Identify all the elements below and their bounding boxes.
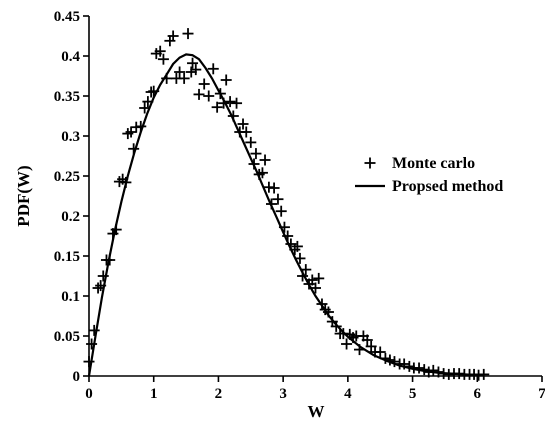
monte-carlo-point xyxy=(174,66,186,78)
monte-carlo-point xyxy=(139,102,151,114)
legend-monte-carlo-marker xyxy=(364,157,376,169)
monte-carlo-point xyxy=(272,193,284,205)
monte-carlo-point xyxy=(291,240,303,252)
monte-carlo-point xyxy=(341,338,353,350)
monte-carlo-point xyxy=(300,264,312,276)
monte-carlo-point xyxy=(190,64,202,76)
monte-carlo-point xyxy=(135,120,147,132)
monte-carlo-point xyxy=(237,118,249,130)
monte-carlo-point xyxy=(248,158,260,170)
monte-carlo-point xyxy=(167,30,179,42)
monte-carlo-point xyxy=(193,88,205,100)
monte-carlo-point xyxy=(218,97,230,109)
monte-carlo-point xyxy=(285,238,297,250)
monte-carlo-point xyxy=(322,306,334,318)
x-tick-label: 0 xyxy=(85,386,93,402)
monte-carlo-point xyxy=(361,334,373,346)
monte-carlo-point xyxy=(259,154,271,166)
monte-carlo-point xyxy=(224,96,236,108)
monte-carlo-point xyxy=(86,338,98,350)
monte-carlo-point xyxy=(282,230,294,242)
y-tick-label: 0.1 xyxy=(61,289,80,305)
y-tick-label: 0 xyxy=(73,369,81,385)
monte-carlo-point xyxy=(220,74,232,86)
monte-carlo-point xyxy=(154,45,166,57)
x-tick-label: 7 xyxy=(538,386,545,402)
monte-carlo-point xyxy=(330,320,342,332)
monte-carlo-point xyxy=(142,96,154,108)
plot-area xyxy=(83,28,490,381)
monte-carlo-point xyxy=(354,344,366,356)
monte-carlo-point xyxy=(125,126,137,138)
monte-carlo-point xyxy=(388,356,400,368)
monte-carlo-point xyxy=(365,340,377,352)
monte-carlo-point xyxy=(214,88,226,100)
monte-carlo-point xyxy=(148,85,160,97)
monte-carlo-point xyxy=(211,101,223,113)
x-tick-label: 3 xyxy=(279,386,287,402)
monte-carlo-point xyxy=(313,272,325,284)
monte-carlo-point xyxy=(128,143,140,155)
monte-carlo-point xyxy=(256,167,268,179)
monte-carlo-point xyxy=(182,28,194,40)
monte-carlo-point xyxy=(207,63,219,75)
monte-carlo-point xyxy=(275,205,287,217)
monte-carlo-point xyxy=(104,254,116,266)
monte-carlo-point xyxy=(187,57,199,69)
monte-carlo-point xyxy=(478,368,490,380)
monte-carlo-point xyxy=(120,176,132,188)
monte-carlo-point xyxy=(227,110,239,122)
monte-carlo-point xyxy=(88,324,100,336)
x-tick-label: 6 xyxy=(474,386,482,402)
monte-carlo-point xyxy=(178,72,190,84)
monte-carlo-point xyxy=(432,366,444,378)
axes xyxy=(88,16,542,377)
legend: Monte carlo Propsed method xyxy=(355,155,503,195)
monte-carlo-point xyxy=(294,252,306,264)
monte-carlo-point xyxy=(427,364,439,376)
monte-carlo-point xyxy=(316,298,328,310)
monte-carlo-point xyxy=(97,270,109,282)
monte-carlo-point xyxy=(398,358,410,370)
monte-carlo-point xyxy=(161,72,173,84)
x-tick-label: 1 xyxy=(150,386,158,402)
monte-carlo-point xyxy=(250,148,262,160)
legend-proposed-label: Propsed method xyxy=(392,178,503,195)
x-ticks: 0 1 2 3 4 5 6 7 xyxy=(85,376,545,402)
y-tick-label: 0.15 xyxy=(54,249,80,265)
y-tick-label: 0.4 xyxy=(61,49,80,65)
monte-carlo-point xyxy=(157,53,169,65)
monte-carlo-point xyxy=(374,346,386,358)
monte-carlo-point xyxy=(265,198,277,210)
y-tick-label: 0.3 xyxy=(61,129,80,145)
y-ticks: 0 0.05 0.1 0.15 0.2 0.25 0.3 0.35 0.4 0.45 xyxy=(54,9,89,385)
monte-carlo-point xyxy=(245,136,257,148)
monte-carlo-point xyxy=(92,282,104,294)
y-axis-title: PDF(W) xyxy=(14,165,33,226)
x-tick-label: 2 xyxy=(215,386,223,402)
monte-carlo-point xyxy=(203,90,215,102)
y-tick-label: 0.35 xyxy=(54,89,80,105)
monte-carlo-point xyxy=(297,270,309,282)
y-tick-label: 0.25 xyxy=(54,169,80,185)
monte-carlo-point xyxy=(95,280,107,292)
monte-carlo-point xyxy=(231,97,243,109)
y-tick-label: 0.2 xyxy=(61,209,80,225)
monte-carlo-point xyxy=(110,224,122,236)
monte-carlo-point xyxy=(278,221,290,233)
y-tick-label: 0.45 xyxy=(54,9,80,25)
monte-carlo-point xyxy=(268,182,280,194)
monte-carlo-point xyxy=(83,356,95,368)
x-tick-label: 5 xyxy=(409,386,417,402)
y-tick-label: 0.05 xyxy=(54,329,80,345)
monte-carlo-point xyxy=(310,282,321,294)
monte-carlo-point xyxy=(198,78,210,90)
x-tick-label: 4 xyxy=(344,386,352,402)
monte-carlo-point xyxy=(306,274,318,286)
x-axis-title: W xyxy=(308,402,325,421)
monte-carlo-point xyxy=(413,362,425,374)
legend-monte-carlo-label: Monte carlo xyxy=(392,155,475,172)
monte-carlo-point xyxy=(240,126,252,138)
